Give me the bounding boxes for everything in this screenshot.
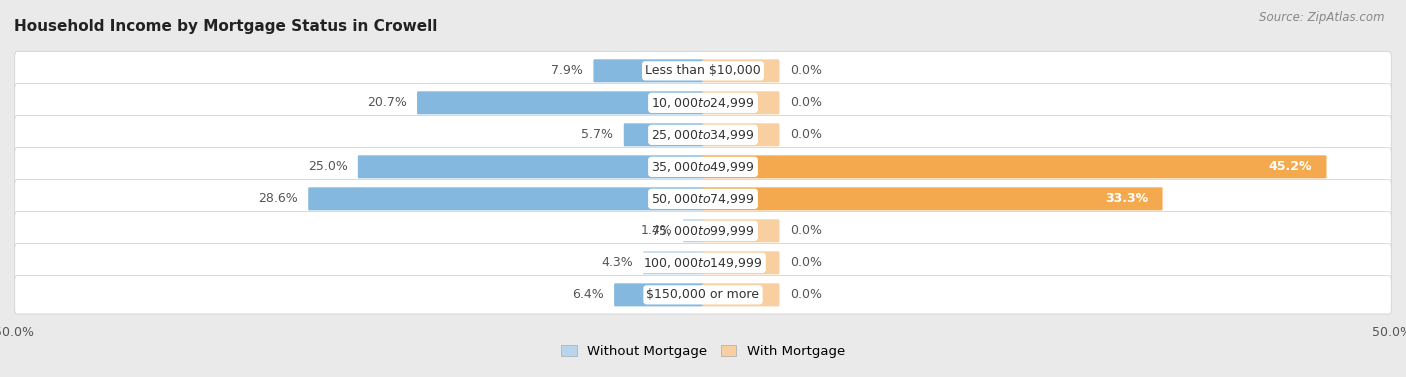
Text: $10,000 to $24,999: $10,000 to $24,999 (651, 96, 755, 110)
FancyBboxPatch shape (14, 244, 1392, 282)
FancyBboxPatch shape (14, 52, 1392, 90)
Text: $100,000 to $149,999: $100,000 to $149,999 (644, 256, 762, 270)
Text: $25,000 to $34,999: $25,000 to $34,999 (651, 128, 755, 142)
FancyBboxPatch shape (14, 211, 1392, 250)
FancyBboxPatch shape (703, 284, 779, 307)
FancyBboxPatch shape (703, 59, 779, 82)
Legend: Without Mortgage, With Mortgage: Without Mortgage, With Mortgage (555, 340, 851, 363)
Text: $35,000 to $49,999: $35,000 to $49,999 (651, 160, 755, 174)
FancyBboxPatch shape (418, 91, 703, 114)
Text: 33.3%: 33.3% (1105, 192, 1149, 205)
Text: 0.0%: 0.0% (790, 256, 821, 269)
Text: 6.4%: 6.4% (572, 288, 603, 301)
Text: 0.0%: 0.0% (790, 97, 821, 109)
FancyBboxPatch shape (703, 91, 779, 114)
Text: 1.4%: 1.4% (641, 224, 672, 238)
FancyBboxPatch shape (703, 251, 779, 274)
Text: 0.0%: 0.0% (790, 288, 821, 301)
FancyBboxPatch shape (703, 123, 779, 146)
Text: 45.2%: 45.2% (1268, 160, 1312, 173)
Text: $150,000 or more: $150,000 or more (647, 288, 759, 301)
Text: Less than $10,000: Less than $10,000 (645, 64, 761, 77)
FancyBboxPatch shape (14, 276, 1392, 314)
Text: 5.7%: 5.7% (582, 128, 613, 141)
Text: 0.0%: 0.0% (790, 128, 821, 141)
Text: Source: ZipAtlas.com: Source: ZipAtlas.com (1260, 11, 1385, 24)
FancyBboxPatch shape (624, 123, 703, 146)
FancyBboxPatch shape (14, 148, 1392, 186)
FancyBboxPatch shape (703, 219, 779, 242)
Text: 20.7%: 20.7% (367, 97, 406, 109)
Text: $75,000 to $99,999: $75,000 to $99,999 (651, 224, 755, 238)
FancyBboxPatch shape (14, 84, 1392, 122)
FancyBboxPatch shape (703, 155, 1326, 178)
Text: 0.0%: 0.0% (790, 224, 821, 238)
FancyBboxPatch shape (308, 187, 703, 210)
FancyBboxPatch shape (593, 59, 703, 82)
FancyBboxPatch shape (614, 284, 703, 307)
FancyBboxPatch shape (14, 116, 1392, 154)
FancyBboxPatch shape (643, 251, 703, 274)
Text: 4.3%: 4.3% (600, 256, 633, 269)
Text: 0.0%: 0.0% (790, 64, 821, 77)
FancyBboxPatch shape (14, 180, 1392, 218)
FancyBboxPatch shape (703, 187, 1163, 210)
FancyBboxPatch shape (683, 219, 703, 242)
Text: $50,000 to $74,999: $50,000 to $74,999 (651, 192, 755, 206)
Text: 28.6%: 28.6% (259, 192, 298, 205)
Text: 25.0%: 25.0% (308, 160, 347, 173)
FancyBboxPatch shape (359, 155, 703, 178)
Text: 7.9%: 7.9% (551, 64, 583, 77)
Text: Household Income by Mortgage Status in Crowell: Household Income by Mortgage Status in C… (14, 19, 437, 34)
